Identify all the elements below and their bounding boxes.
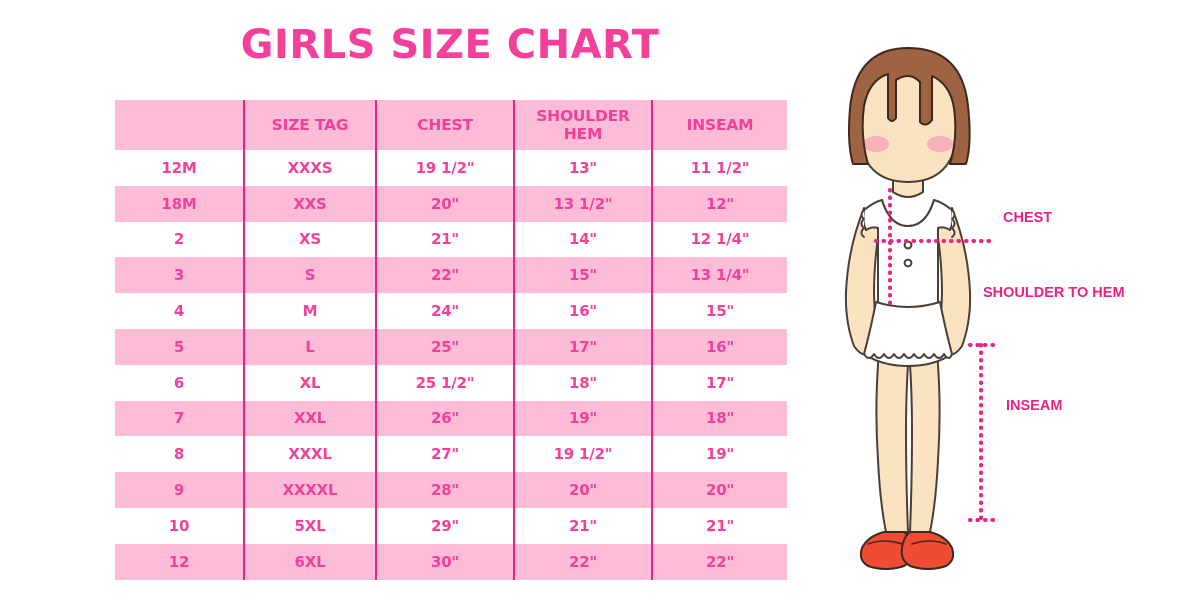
cell-shoulder-hem: 16"	[514, 293, 653, 329]
cell-size-tag: XL	[244, 364, 377, 401]
cell-inseam: 22"	[652, 543, 787, 580]
cell-chest: 27"	[376, 436, 515, 473]
cell-shoulder-hem: 19"	[514, 400, 653, 437]
cell-chest: 28"	[376, 472, 515, 508]
cell-size-tag: 5XL	[244, 507, 377, 544]
shoulder-to-hem-label: SHOULDER TO HEM	[983, 285, 1125, 301]
cell-shoulder-hem: 20"	[514, 472, 653, 508]
cell-size-tag: L	[244, 328, 377, 365]
cell-shoulder-hem: 19 1/2"	[514, 436, 653, 473]
cell-inseam: 17"	[652, 364, 787, 401]
column-header-inseam: INSEAM	[652, 100, 787, 150]
cell-shoulder-hem: 21"	[514, 507, 653, 544]
table-row: 9 XXXXL 28" 20" 20"	[115, 472, 787, 508]
cell-size: 3	[115, 257, 245, 294]
cell-inseam: 15"	[652, 293, 787, 329]
cell-inseam: 16"	[652, 328, 787, 365]
cell-inseam: 11 1/2"	[652, 150, 787, 186]
table-row: 2 XS 21" 14" 12 1/4"	[115, 221, 787, 258]
cell-chest: 26"	[376, 400, 515, 437]
cell-size-tag: 6XL	[244, 543, 377, 580]
cell-inseam: 20"	[652, 472, 787, 508]
table-row: 18M XXS 20" 13 1/2" 12"	[115, 185, 787, 222]
cell-chest: 25"	[376, 328, 515, 365]
cell-chest: 22"	[376, 257, 515, 294]
chest-label: CHEST	[1003, 210, 1053, 226]
table-row: 12 6XL 30" 22" 22"	[115, 543, 787, 580]
cell-inseam: 18"	[652, 400, 787, 437]
cell-inseam: 12 1/4"	[652, 221, 787, 258]
cell-chest: 24"	[376, 293, 515, 329]
cell-size: 4	[115, 293, 245, 329]
cell-shoulder-hem: 17"	[514, 328, 653, 365]
cell-shoulder-hem: 13 1/2"	[514, 185, 653, 222]
size-table: SIZE TAG CHEST SHOULDER HEM INSEAM 12M X…	[115, 100, 787, 580]
cell-size: 7	[115, 400, 245, 437]
table-row: 10 5XL 29" 21" 21"	[115, 507, 787, 544]
size-table-container: SIZE TAG CHEST SHOULDER HEM INSEAM 12M X…	[115, 100, 787, 580]
cell-shoulder-hem: 13"	[514, 150, 653, 186]
cell-size: 8	[115, 436, 245, 473]
cell-chest: 20"	[376, 185, 515, 222]
cell-size: 2	[115, 221, 245, 258]
table-row: 8 XXXL 27" 19 1/2" 19"	[115, 436, 787, 473]
cell-inseam: 21"	[652, 507, 787, 544]
girl-figure-illustration	[820, 40, 1200, 585]
cell-chest: 30"	[376, 543, 515, 580]
cell-size-tag: XXXXL	[244, 472, 377, 508]
cell-chest: 29"	[376, 507, 515, 544]
cell-size: 5	[115, 328, 245, 365]
cell-shoulder-hem: 18"	[514, 364, 653, 401]
table-row: 6 XL 25 1/2" 18" 17"	[115, 364, 787, 401]
cell-size-tag: XS	[244, 221, 377, 258]
cell-size-tag: XXL	[244, 400, 377, 437]
cell-size: 12	[115, 543, 245, 580]
cell-size-tag: XXXL	[244, 436, 377, 473]
cell-size-tag: XXS	[244, 185, 377, 222]
cell-chest: 25 1/2"	[376, 364, 515, 401]
cell-size: 18M	[115, 185, 245, 222]
inseam-label: INSEAM	[1006, 398, 1063, 414]
table-row: 7 XXL 26" 19" 18"	[115, 400, 787, 437]
cell-inseam: 13 1/4"	[652, 257, 787, 294]
column-header-size-tag: SIZE TAG	[244, 100, 377, 150]
cell-chest: 21"	[376, 221, 515, 258]
cell-inseam: 12"	[652, 185, 787, 222]
cell-size: 6	[115, 364, 245, 401]
cell-chest: 19 1/2"	[376, 150, 515, 186]
cell-shoulder-hem: 14"	[514, 221, 653, 258]
table-row: 5 L 25" 17" 16"	[115, 328, 787, 365]
cell-size-tag: XXXS	[244, 150, 377, 186]
table-row: 3 S 22" 15" 13 1/4"	[115, 257, 787, 294]
table-body: 12M XXXS 19 1/2" 13" 11 1/2" 18M XXS 20"…	[115, 150, 787, 580]
cell-size-tag: M	[244, 293, 377, 329]
cell-shoulder-hem: 15"	[514, 257, 653, 294]
table-row: 12M XXXS 19 1/2" 13" 11 1/2"	[115, 150, 787, 186]
cell-size: 9	[115, 472, 245, 508]
table-header-row: SIZE TAG CHEST SHOULDER HEM INSEAM	[115, 100, 787, 150]
cell-size: 10	[115, 507, 245, 544]
cell-size-tag: S	[244, 257, 377, 294]
table-row: 4 M 24" 16" 15"	[115, 293, 787, 329]
column-header-chest: CHEST	[376, 100, 515, 150]
cell-size: 12M	[115, 150, 245, 186]
cell-shoulder-hem: 22"	[514, 543, 653, 580]
column-header-shoulder-hem: SHOULDER HEM	[514, 100, 653, 150]
column-header-size	[115, 100, 245, 150]
cell-inseam: 19"	[652, 436, 787, 473]
page-title: GIRLS SIZE CHART	[240, 22, 660, 68]
